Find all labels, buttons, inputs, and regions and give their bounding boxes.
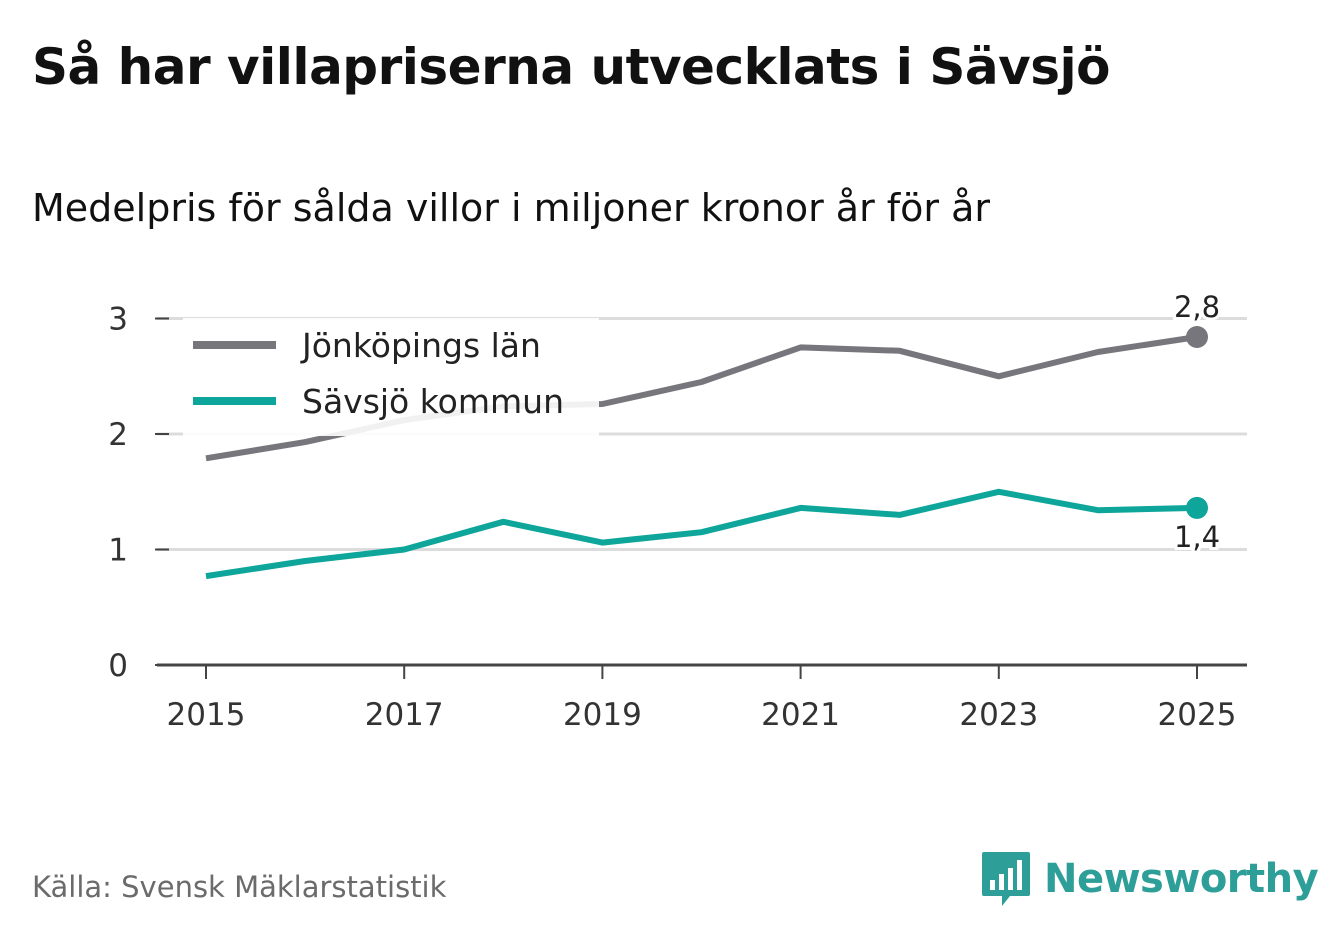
series-line-savsjo-kommun (205, 488, 1198, 580)
y-tick-label-0: 0 (108, 648, 128, 684)
x-tick-label-2023: 2023 (959, 697, 1038, 733)
y-tick-label-2: 2 (108, 417, 128, 453)
x-tick-label-2021: 2021 (761, 697, 840, 733)
brand-logo: Newsworthy (980, 850, 1319, 908)
y-tick-label-3: 3 (108, 302, 128, 338)
series-endpoints: 2,8 1,4 (1171, 287, 1223, 557)
newsworthy-logo-icon (982, 852, 1030, 906)
endpoint-marker-savsjo-kommun (1186, 496, 1208, 519)
x-tick-label-2019: 2019 (563, 697, 642, 733)
endpoint-marker-jonkopings-lan (1186, 325, 1208, 348)
end-label-jonkopings-lan: 2,8 (1174, 290, 1220, 324)
x-axis: 2015 2017 2019 2021 2023 2025 (157, 663, 1247, 733)
chart-title: Så har villapriserna utvecklats i Sävsjö (32, 38, 1110, 96)
legend-background (183, 318, 599, 436)
brand-name: Newsworthy (1044, 856, 1319, 902)
source-note: Källa: Svensk Mäklarstatistik (32, 870, 447, 904)
x-tick-label-2015: 2015 (167, 697, 246, 733)
chart-subtitle: Medelpris för sålda villor i miljoner kr… (32, 186, 991, 230)
x-tick-label-2025: 2025 (1158, 697, 1237, 733)
line-chart: 0 1 2 3 2015 2017 2019 2021 2023 2025 Jönköpings… (108, 287, 1247, 733)
y-axis-tick-labels: 0 1 2 3 (108, 302, 169, 684)
x-tick-label-2017: 2017 (365, 697, 444, 733)
legend-label-savsjo-kommun: Sävsjö kommun (302, 382, 564, 421)
y-tick-label-1: 1 (108, 533, 128, 569)
legend-label-jonkopings-lan: Jönköpings län (300, 326, 541, 365)
legend: Jönköpings län Sävsjö kommun (183, 318, 599, 436)
end-label-savsjo-kommun: 1,4 (1174, 520, 1220, 554)
